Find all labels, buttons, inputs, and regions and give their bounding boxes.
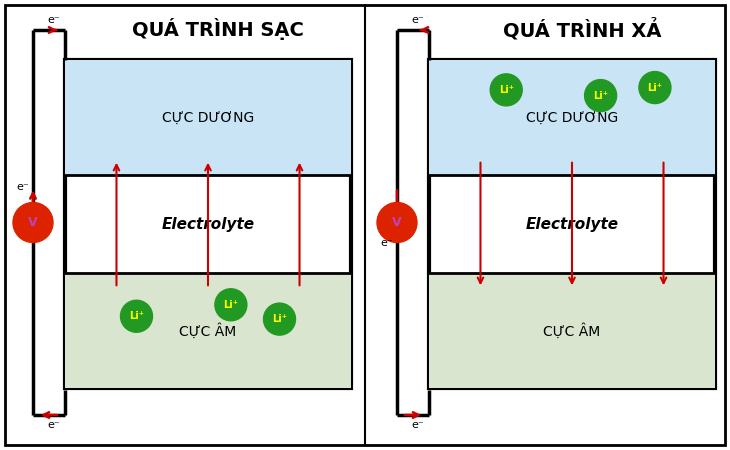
Circle shape <box>215 289 247 321</box>
Circle shape <box>377 202 417 243</box>
Text: CỰC ÂM: CỰC ÂM <box>180 323 237 338</box>
Text: e⁻: e⁻ <box>380 238 393 248</box>
Text: Li⁺: Li⁺ <box>648 82 662 93</box>
Circle shape <box>264 303 296 335</box>
Text: Li⁺: Li⁺ <box>129 311 144 321</box>
Text: CỰC DƯƠNG: CỰC DƯƠNG <box>526 110 618 124</box>
Bar <box>429 273 715 388</box>
Text: CỰC DƯƠNG: CỰC DƯƠNG <box>162 110 254 124</box>
Bar <box>429 60 715 175</box>
Text: e⁻: e⁻ <box>47 15 60 25</box>
Circle shape <box>491 74 522 106</box>
Bar <box>65 273 351 388</box>
Text: QUÁ TRÌNH SẠC: QUÁ TRÌNH SẠC <box>132 18 304 40</box>
Text: Li⁺: Li⁺ <box>499 85 514 95</box>
Text: V: V <box>392 216 402 229</box>
Text: Electrolyte: Electrolyte <box>526 216 618 231</box>
Text: Electrolyte: Electrolyte <box>161 216 255 231</box>
Text: Li⁺: Li⁺ <box>223 300 239 310</box>
Text: V: V <box>28 216 38 229</box>
Circle shape <box>639 72 671 104</box>
Text: e⁻: e⁻ <box>16 183 29 193</box>
Text: CỰC ÂM: CỰC ÂM <box>543 323 601 338</box>
Bar <box>65 60 351 175</box>
Circle shape <box>13 202 53 243</box>
Text: e⁻: e⁻ <box>411 420 424 430</box>
Bar <box>65 60 351 388</box>
Text: QUÁ TRÌNH XẢ: QUÁ TRÌNH XẢ <box>503 18 661 40</box>
Text: e⁻: e⁻ <box>47 420 60 430</box>
Circle shape <box>585 80 617 112</box>
Text: Li⁺: Li⁺ <box>593 90 608 101</box>
Circle shape <box>120 300 153 332</box>
Bar <box>429 60 715 388</box>
Text: Li⁺: Li⁺ <box>272 314 287 324</box>
Text: e⁻: e⁻ <box>411 15 424 25</box>
